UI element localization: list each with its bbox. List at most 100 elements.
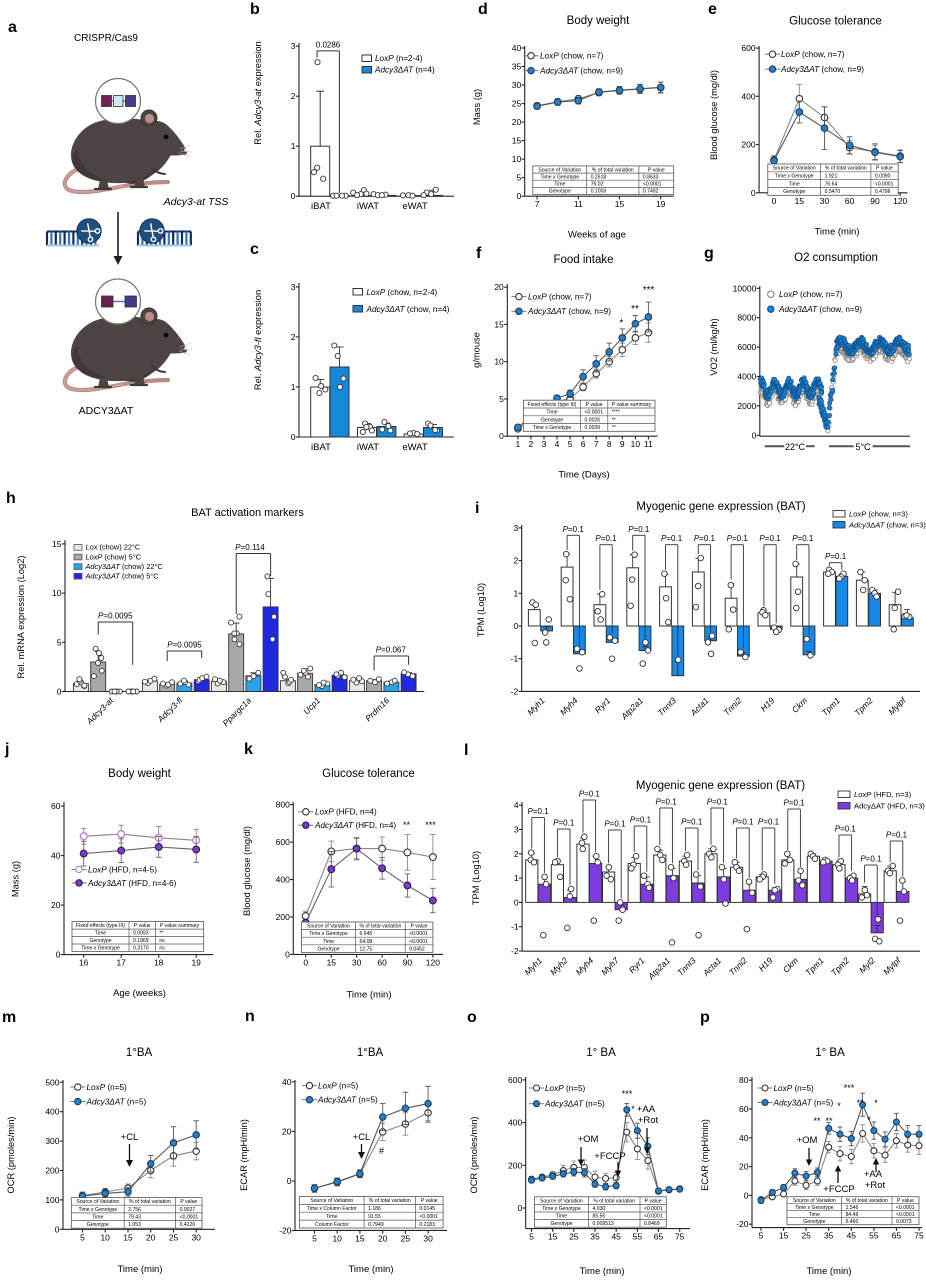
svg-text:Adcy3-at TSS: Adcy3-at TSS [163,196,229,208]
svg-text:**: ** [612,417,616,423]
svg-text:i: i [475,500,479,517]
svg-text:eWAT: eWAT [402,442,428,453]
svg-text:P value: P value [645,1198,662,1204]
svg-text:LoxP (chow, n=7): LoxP (chow, n=7) [781,50,845,59]
svg-text:P=0.1: P=0.1 [579,790,601,799]
svg-text:P=0.1: P=0.1 [661,534,683,543]
svg-text:5: 5 [57,637,62,647]
svg-text:10: 10 [631,439,641,449]
svg-text:j: j [4,741,9,758]
svg-text:P=0.1: P=0.1 [727,534,749,543]
svg-text:0.8469: 0.8469 [644,1221,660,1227]
svg-text:1: 1 [291,382,296,392]
svg-text:***: *** [844,1083,855,1093]
svg-text:Time x Genotype: Time x Genotype [795,1205,834,1211]
svg-text:<0.0001: <0.0001 [875,181,894,187]
svg-text:Adcy3ΔAT (chow, n=3): Adcy3ΔAT (chow, n=3) [848,521,926,530]
svg-text:11: 11 [574,199,583,209]
svg-text:30: 30 [191,1232,201,1242]
svg-text:4000: 4000 [737,372,756,382]
svg-text:ECAR (mpH/min): ECAR (mpH/min) [700,1119,710,1191]
svg-text:40: 40 [739,1133,749,1143]
svg-text:25: 25 [401,1233,411,1243]
svg-text:*: * [867,1115,871,1125]
svg-text:0: 0 [514,897,519,907]
svg-text:LoxP (chow, n=7): LoxP (chow, n=7) [528,293,592,302]
svg-text:P=0.0095: P=0.0095 [167,641,202,650]
svg-text:600: 600 [508,1075,522,1085]
svg-text:LoxP (chow, n=3): LoxP (chow, n=3) [849,510,908,519]
svg-text:AdcyΔAT (HFD, n=3): AdcyΔAT (HFD, n=3) [854,802,925,811]
svg-text:P value: P value [586,402,603,408]
svg-text:Adcy3ΔAT (HFD, n=4): Adcy3ΔAT (HFD, n=4) [314,821,396,830]
svg-text:LoxP (n=2-4): LoxP (n=2-4) [375,54,423,63]
svg-text:Adcy3ΔAT (chow, n=4): Adcy3ΔAT (chow, n=4) [366,305,450,314]
svg-text:100: 100 [45,1195,59,1205]
svg-text:9: 9 [620,439,625,449]
svg-text:2.756: 2.756 [128,1207,141,1213]
svg-text:LoxP (chow, n=7): LoxP (chow, n=7) [540,52,604,61]
svg-text:Time: Time [546,410,557,416]
svg-text:5: 5 [759,1231,764,1241]
svg-text:0.0452: 0.0452 [409,946,425,952]
svg-text:20: 20 [51,900,61,910]
svg-text:Adcy3ΔAT (chow, n=9): Adcy3ΔAT (chow, n=9) [539,67,623,76]
svg-text:Weeks of age: Weeks of age [568,230,626,241]
svg-text:0: 0 [744,1190,749,1200]
svg-text:60: 60 [377,957,387,967]
svg-text:OCR (pmoles/min): OCR (pmoles/min) [469,1117,479,1194]
svg-text:0: 0 [291,191,296,201]
svg-text:4.030: 4.030 [593,1206,606,1212]
svg-text:TPM (Log10): TPM (Log10) [476,583,486,637]
svg-text:1.546: 1.546 [846,1205,859,1211]
svg-text:-1: -1 [511,654,519,664]
svg-text:Lox (chow) 22°C: Lox (chow) 22°C [86,543,141,552]
svg-text:3: 3 [291,41,296,51]
svg-text:d: d [478,1,488,18]
svg-text:3: 3 [542,439,547,449]
svg-text:0.7949: 0.7949 [368,1222,384,1228]
svg-text:P=0.1: P=0.1 [563,525,585,534]
svg-text:BAT activation markers: BAT activation markers [191,507,304,519]
svg-text:60: 60 [845,196,855,206]
svg-text:*: * [874,1098,878,1108]
svg-text:Time x Genotype: Time x Genotype [78,1207,117,1213]
svg-text:Time x Genotype: Time x Genotype [540,174,579,180]
svg-text:Time x Genotype: Time x Genotype [533,425,572,431]
svg-text:P=0.1: P=0.1 [759,534,781,543]
svg-text:Adcy3ΔAT (n=5): Adcy3ΔAT (n=5) [86,1097,147,1106]
svg-text:0: 0 [499,431,504,441]
svg-text:Source of Variation: Source of Variation [538,167,581,173]
svg-text:90: 90 [870,196,880,206]
svg-text:<0.0001: <0.0001 [409,931,428,937]
svg-text:15: 15 [779,1231,789,1241]
svg-text:Time: Time [326,1214,337,1220]
svg-text:LoxP (HFD, n=3): LoxP (HFD, n=3) [854,790,912,799]
svg-text:25: 25 [169,1232,179,1242]
svg-text:400: 400 [276,875,290,885]
svg-text:Food intake: Food intake [553,254,613,266]
svg-text:3: 3 [514,825,519,835]
svg-text:**: ** [856,1098,864,1108]
svg-text:0: 0 [752,430,757,440]
svg-text:Genotype: Genotype [317,946,339,952]
svg-text:6.460: 6.460 [846,1219,859,1225]
svg-text:LoxP (chow, n=7): LoxP (chow, n=7) [779,290,843,299]
svg-text:15: 15 [512,136,522,146]
svg-text:P=0.1: P=0.1 [758,818,780,827]
svg-text:***: *** [622,1089,633,1099]
svg-text:80: 80 [739,1075,749,1085]
svg-text:m: m [2,1009,16,1026]
svg-text:120: 120 [426,957,440,967]
svg-text:P value: P value [134,923,151,929]
svg-text:<0.0001: <0.0001 [644,1206,663,1212]
svg-text:10: 10 [332,1233,342,1243]
svg-text:P value summary: P value summary [612,402,652,408]
svg-text:P=0.1: P=0.1 [595,534,617,543]
svg-text:OCR (pmoles/min): OCR (pmoles/min) [6,1117,16,1194]
svg-text:Adcy3ΔAT (n=5): Adcy3ΔAT (n=5) [773,1098,834,1107]
svg-text:% of total variation: % of total variation [825,166,867,172]
svg-text:iBAT: iBAT [311,201,331,212]
svg-text:0: 0 [751,188,756,198]
svg-text:0: 0 [772,196,777,206]
